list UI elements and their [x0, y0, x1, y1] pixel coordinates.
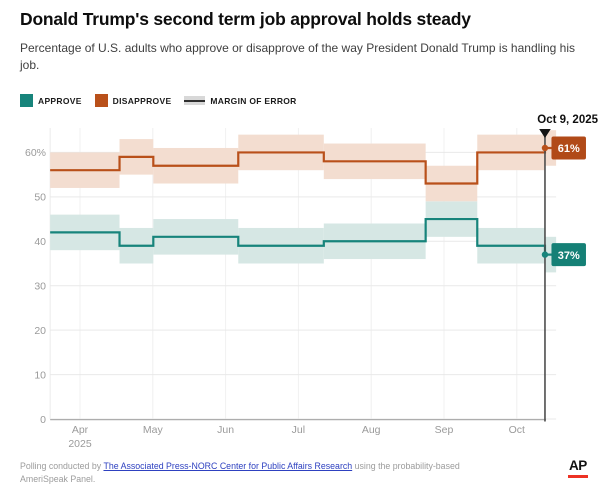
band-disapprove	[50, 130, 557, 202]
svg-text:Oct: Oct	[509, 424, 525, 436]
chart-legend: APPROVE DISAPPROVE MARGIN OF ERROR	[20, 94, 297, 107]
end-annotation: Oct 9, 2025 61% 37%	[537, 114, 599, 422]
value-flag-approve	[551, 243, 586, 267]
legend-label-approve: APPROVE	[38, 95, 82, 106]
y-axis-labels: 0 10 20 30 40 50 60%	[25, 147, 46, 426]
annotation-date-label: Oct 9, 2025	[537, 114, 598, 126]
svg-text:10: 10	[34, 369, 46, 381]
band-approve	[50, 201, 557, 273]
legend-label-margin-of-error: MARGIN OF ERROR	[210, 95, 297, 106]
margin-of-error-swatch-icon	[184, 96, 206, 105]
footer-suffix: using the probability-based AmeriSpeak P…	[20, 461, 460, 485]
legend-label-disapprove: DISAPPROVE	[112, 95, 172, 106]
svg-text:2025: 2025	[68, 438, 92, 450]
date-pointer-icon	[539, 129, 551, 138]
line-approve	[50, 217, 557, 256]
footer-note: Polling conducted by The Associated Pres…	[20, 460, 475, 486]
ap-logo: AP	[568, 458, 588, 478]
chart-subtitle: Percentage of U.S. adults who approve or…	[20, 41, 575, 73]
svg-text:60%: 60%	[25, 147, 46, 159]
value-flag-label: 61%	[558, 143, 580, 155]
legend-item-approve: APPROVE	[20, 94, 82, 107]
svg-text:20: 20	[34, 325, 46, 337]
legend-item-disapprove: DISAPPROVE	[94, 94, 172, 107]
svg-text:0: 0	[40, 414, 46, 426]
value-gridlines	[50, 151, 557, 420]
svg-text:50: 50	[34, 192, 46, 204]
footer-prefix: Polling conducted by	[20, 461, 104, 471]
svg-text:40: 40	[34, 236, 46, 248]
value-flag-label: 37%	[558, 250, 580, 262]
svg-text:Aug: Aug	[362, 424, 381, 436]
svg-text:30: 30	[34, 281, 46, 293]
legend-item-margin-of-error: MARGIN OF ERROR	[184, 96, 296, 106]
end-dot-disapprove	[541, 144, 549, 152]
approval-step-chart: 0 10 20 30 40 50 60% Apr May Jun Jul Aug Sep Oct 2025 O…	[25, 114, 599, 450]
svg-text:Jul: Jul	[292, 424, 305, 436]
x-axis-labels: Apr May Jun Jul Aug Sep Oct 2025	[68, 424, 525, 450]
approve-swatch-icon	[20, 94, 33, 107]
ap-norc-link[interactable]: The Associated Press-NORC Center for Pub…	[103, 461, 353, 471]
svg-text:Sep: Sep	[435, 424, 454, 436]
end-dot-approve	[541, 251, 549, 258]
svg-text:Jun: Jun	[217, 424, 234, 436]
page-title: Donald Trump's second term job approval …	[20, 9, 471, 29]
line-disapprove	[50, 146, 557, 185]
svg-text:May: May	[143, 424, 164, 436]
disapprove-swatch-icon	[94, 94, 108, 107]
svg-text:Apr: Apr	[72, 424, 89, 436]
value-flag-disapprove	[551, 136, 586, 160]
